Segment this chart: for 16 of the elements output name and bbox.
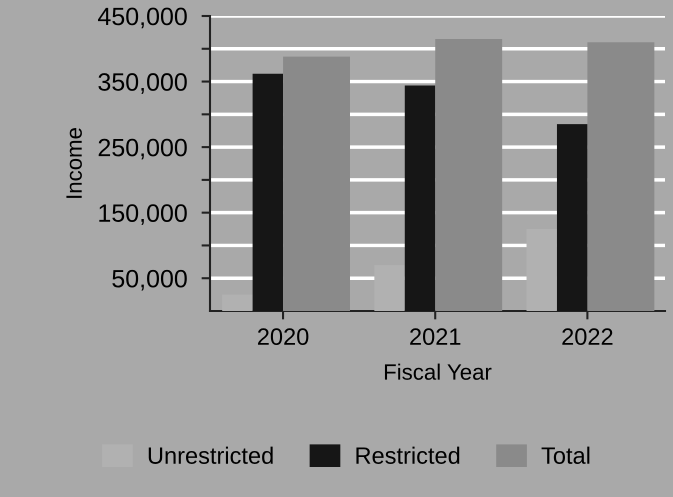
y-tick-label: 450,000 [98, 8, 187, 28]
legend-label: Unrestricted [148, 446, 273, 464]
bar [435, 38, 502, 311]
y-tick-label: 250,000 [98, 138, 187, 160]
y-tick-label: 50,000 [112, 270, 187, 290]
legend-label: Restricted [356, 446, 460, 464]
y-tick-label: 350,000 [98, 73, 187, 94]
y-axis-title: Income [66, 128, 82, 198]
x-tick-label: 2020 [258, 328, 308, 346]
x-axis-title: Fiscal Year [384, 364, 492, 380]
legend-label: Total [542, 446, 590, 464]
y-tick-label: 150,000 [99, 204, 187, 225]
x-tick-label: 2022 [562, 328, 612, 346]
bar [283, 56, 350, 311]
x-tick-label: 2021 [410, 328, 460, 346]
bar [587, 42, 654, 311]
